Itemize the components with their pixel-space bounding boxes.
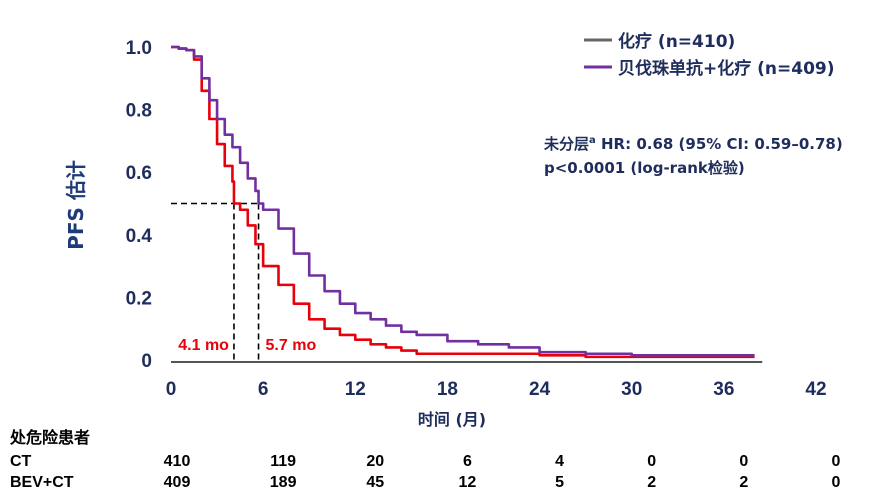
chart-axes (171, 361, 763, 363)
series-line-bev-ct (171, 45, 755, 357)
y-axis-label: PFS 估计 (64, 160, 88, 250)
median-label: 4.1 mo (178, 337, 229, 354)
risk-table-cell: 0 (832, 453, 841, 470)
risk-table-cell: 6 (463, 453, 472, 470)
risk-row-label-ct: CT (10, 453, 32, 470)
x-tick-label: 42 (805, 379, 826, 400)
series-lines (171, 45, 755, 359)
risk-table-cell: 12 (459, 474, 477, 491)
legend-label-ct: 化疗 (n=410) (618, 31, 735, 52)
risk-table-cell: 119 (270, 453, 296, 470)
median-lines: 4.1 mo 5.7 mo (171, 202, 317, 360)
risk-row-label-bev-ct: BEV+CT (10, 474, 74, 491)
y-tick-label: 0.2 (126, 288, 152, 309)
y-tick-labels: 0 0.2 0.4 0.6 0.8 1.0 (126, 38, 153, 372)
risk-table-cell: 20 (366, 453, 384, 470)
risk-table-cell: 189 (270, 474, 297, 491)
x-tick-label: 12 (345, 379, 366, 400)
risk-table-cell: 4 (555, 453, 564, 470)
x-tick-label: 36 (713, 379, 734, 400)
legend-label-bev-ct: 贝伐珠单抗+化疗 (n=409) (618, 58, 835, 79)
y-tick-label: 0.8 (126, 101, 152, 122)
series-line-ct (171, 45, 755, 359)
risk-table-cell: 2 (739, 474, 748, 491)
y-tick-label: 1.0 (126, 38, 152, 59)
risk-table-cell: 0 (739, 453, 748, 470)
risk-table-cell: 409 (164, 474, 191, 491)
risk-table-title: 处危险患者 (9, 428, 90, 447)
risk-table-cell: 410 (164, 453, 191, 470)
y-tick-label: 0.6 (126, 163, 152, 184)
x-tick-label: 30 (621, 379, 642, 400)
x-tick-label: 0 (166, 379, 177, 400)
y-tick-label: 0 (141, 351, 152, 372)
y-tick-label: 0.4 (126, 226, 153, 247)
risk-table-cell: 45 (366, 474, 384, 491)
chart-legend: 化疗 (n=410) 贝伐珠单抗+化疗 (n=409) (584, 31, 835, 79)
x-tick-label: 24 (529, 379, 551, 400)
x-axis-label: 时间 (月) (418, 410, 486, 429)
x-tick-label: 6 (258, 379, 269, 400)
risk-table-cell: 5 (555, 474, 564, 491)
median-label: 5.7 mo (266, 337, 317, 354)
risk-table-cell: 0 (647, 453, 656, 470)
risk-table-cell: 0 (832, 474, 841, 491)
risk-table-cell: 2 (647, 474, 656, 491)
hazard-ratio-annotation: 未分层a HR: 0.68 (95% CI: 0.59–0.78) p<0.00… (543, 135, 843, 177)
x-tick-label: 18 (437, 379, 458, 400)
p-value-text: p<0.0001 (log-rank检验) (544, 159, 745, 177)
x-tick-labels: 0 6 12 18 24 30 36 42 (166, 379, 827, 400)
hr-text: 未分层a HR: 0.68 (95% CI: 0.59–0.78) (543, 135, 843, 153)
